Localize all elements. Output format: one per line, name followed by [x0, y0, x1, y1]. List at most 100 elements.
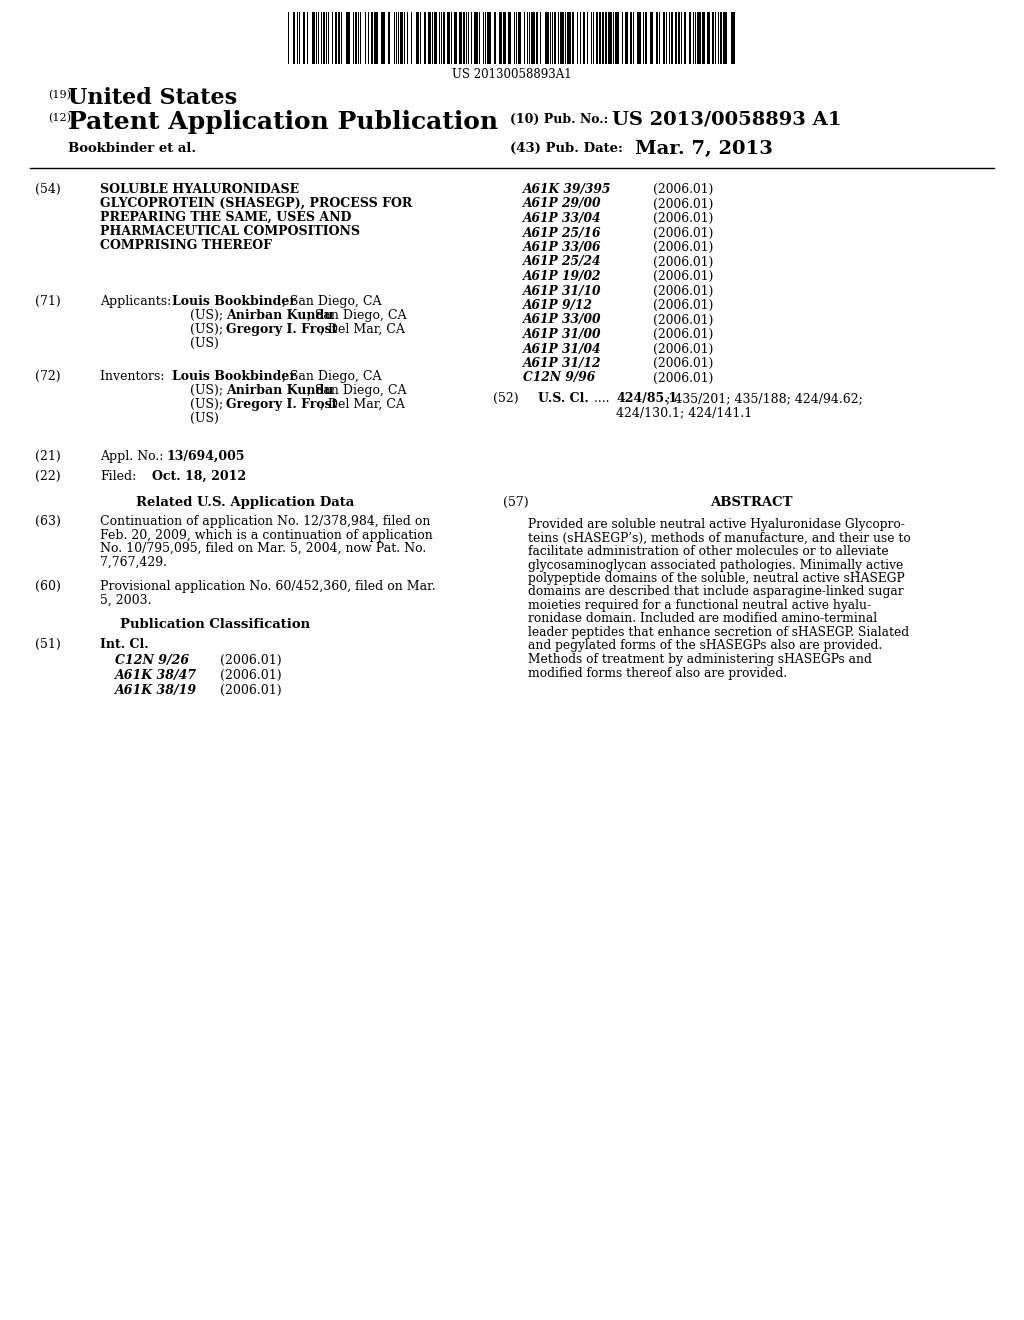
Text: A61K 39/395: A61K 39/395 — [523, 183, 611, 195]
Bar — [323, 12, 325, 63]
Text: Feb. 20, 2009, which is a continuation of application: Feb. 20, 2009, which is a continuation o… — [100, 528, 433, 541]
Text: Appl. No.:: Appl. No.: — [100, 450, 164, 463]
Bar — [608, 12, 612, 63]
Text: ABSTRACT: ABSTRACT — [710, 496, 793, 510]
Bar — [424, 12, 426, 63]
Bar — [630, 12, 632, 63]
Text: ronidase domain. Included are modified amino-terminal: ronidase domain. Included are modified a… — [528, 612, 878, 626]
Text: C12N 9/96: C12N 9/96 — [523, 371, 595, 384]
Bar — [463, 12, 465, 63]
Text: (2006.01): (2006.01) — [220, 669, 282, 682]
Bar — [494, 12, 496, 63]
Bar — [335, 12, 337, 63]
Text: (2006.01): (2006.01) — [653, 314, 714, 326]
Text: (2006.01): (2006.01) — [653, 183, 714, 195]
Bar — [560, 12, 564, 63]
Text: (US): (US) — [190, 412, 219, 425]
Bar — [503, 12, 506, 63]
Text: Anirban Kundu: Anirban Kundu — [226, 309, 334, 322]
Text: (2006.01): (2006.01) — [653, 242, 714, 253]
Bar — [712, 12, 714, 63]
Bar — [731, 12, 735, 63]
Text: , San Diego, CA: , San Diego, CA — [307, 384, 407, 397]
Text: (21): (21) — [35, 450, 60, 463]
Text: Continuation of application No. 12/378,984, filed on: Continuation of application No. 12/378,9… — [100, 515, 430, 528]
Text: (2006.01): (2006.01) — [220, 653, 282, 667]
Text: Bookbinder et al.: Bookbinder et al. — [68, 143, 197, 154]
Text: U.S. Cl.: U.S. Cl. — [538, 392, 589, 405]
Text: PHARMACEUTICAL COMPOSITIONS: PHARMACEUTICAL COMPOSITIONS — [100, 224, 360, 238]
Text: Anirban Kundu: Anirban Kundu — [226, 384, 334, 397]
Text: 424/85.1: 424/85.1 — [616, 392, 677, 405]
Text: (2006.01): (2006.01) — [653, 256, 714, 268]
Bar — [671, 12, 673, 63]
Text: A61P 33/00: A61P 33/00 — [523, 314, 601, 326]
Text: (2006.01): (2006.01) — [653, 327, 714, 341]
Bar — [596, 12, 598, 63]
Text: Oct. 18, 2012: Oct. 18, 2012 — [152, 470, 246, 483]
Text: modified forms thereof also are provided.: modified forms thereof also are provided… — [528, 667, 787, 680]
Text: (51): (51) — [35, 638, 60, 651]
Text: A61P 31/10: A61P 31/10 — [523, 285, 601, 297]
Text: A61P 31/04: A61P 31/04 — [523, 342, 601, 355]
Text: Related U.S. Application Data: Related U.S. Application Data — [136, 496, 354, 510]
Bar — [723, 12, 727, 63]
Text: Provided are soluble neutral active Hyaluronidase Glycopro-: Provided are soluble neutral active Hyal… — [528, 517, 905, 531]
Bar — [650, 12, 653, 63]
Bar — [293, 12, 295, 63]
Text: (72): (72) — [35, 370, 60, 383]
Text: teins (sHASEGP’s), methods of manufacture, and their use to: teins (sHASEGP’s), methods of manufactur… — [528, 532, 910, 544]
Text: (US): (US) — [190, 337, 219, 350]
Bar — [605, 12, 607, 63]
Bar — [303, 12, 305, 63]
Text: ; 435/201; 435/188; 424/94.62;: ; 435/201; 435/188; 424/94.62; — [666, 392, 863, 405]
Text: COMPRISING THEREOF: COMPRISING THEREOF — [100, 239, 272, 252]
Bar — [454, 12, 457, 63]
Bar — [720, 12, 722, 63]
Bar — [707, 12, 710, 63]
Text: , San Diego, CA: , San Diego, CA — [307, 309, 407, 322]
Text: A61K 38/19: A61K 38/19 — [115, 684, 198, 697]
Bar — [675, 12, 677, 63]
Text: (2006.01): (2006.01) — [653, 342, 714, 355]
Text: (2006.01): (2006.01) — [653, 371, 714, 384]
Bar — [459, 12, 462, 63]
Text: (2006.01): (2006.01) — [653, 227, 714, 239]
Text: (54): (54) — [35, 183, 60, 195]
Text: US 20130058893A1: US 20130058893A1 — [453, 69, 571, 81]
Text: 13/694,005: 13/694,005 — [166, 450, 245, 463]
Text: 5, 2003.: 5, 2003. — [100, 594, 152, 606]
Text: moieties required for a functional neutral active hyalu-: moieties required for a functional neutr… — [528, 599, 871, 612]
Bar — [554, 12, 556, 63]
Text: Inventors:: Inventors: — [100, 370, 172, 383]
Text: Int. Cl.: Int. Cl. — [100, 638, 148, 651]
Bar — [702, 12, 705, 63]
Text: SOLUBLE HYALURONIDASE: SOLUBLE HYALURONIDASE — [100, 183, 299, 195]
Bar — [474, 12, 478, 63]
Text: (US);: (US); — [190, 323, 227, 337]
Bar — [400, 12, 403, 63]
Text: (52): (52) — [493, 392, 518, 405]
Text: leader peptides that enhance secretion of sHASEGP. Sialated: leader peptides that enhance secretion o… — [528, 626, 909, 639]
Text: (2006.01): (2006.01) — [653, 285, 714, 297]
Text: (US);: (US); — [190, 309, 227, 322]
Bar — [443, 12, 445, 63]
Text: facilitate administration of other molecules or to alleviate: facilitate administration of other molec… — [528, 545, 889, 558]
Bar — [428, 12, 431, 63]
Bar — [545, 12, 549, 63]
Bar — [355, 12, 357, 63]
Text: polypeptide domains of the soluble, neutral active sHASEGP: polypeptide domains of the soluble, neut… — [528, 572, 904, 585]
Bar — [374, 12, 378, 63]
Text: A61P 29/00: A61P 29/00 — [523, 198, 601, 210]
Text: A61K 38/47: A61K 38/47 — [115, 669, 198, 682]
Text: (US);: (US); — [190, 399, 227, 411]
Bar — [447, 12, 450, 63]
Text: Provisional application No. 60/452,360, filed on Mar.: Provisional application No. 60/452,360, … — [100, 579, 435, 593]
Text: , Del Mar, CA: , Del Mar, CA — [319, 323, 404, 337]
Text: Applicants:: Applicants: — [100, 294, 171, 308]
Bar — [678, 12, 680, 63]
Text: (10) Pub. No.:: (10) Pub. No.: — [510, 114, 608, 125]
Text: (2006.01): (2006.01) — [220, 684, 282, 697]
Bar — [338, 12, 340, 63]
Text: (2006.01): (2006.01) — [653, 300, 714, 312]
